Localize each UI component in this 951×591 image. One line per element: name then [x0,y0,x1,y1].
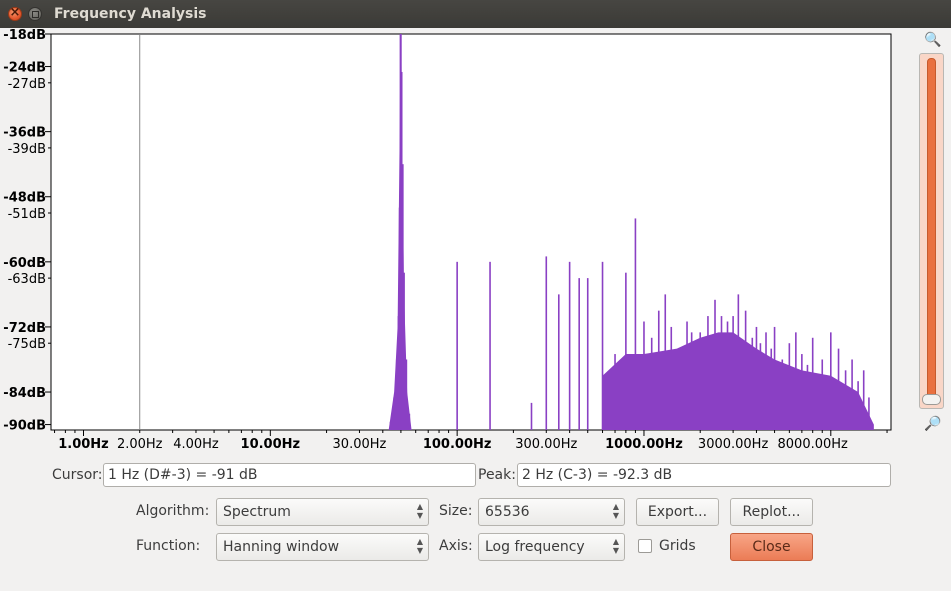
x-tick-label: 8000.00Hz [778,437,849,452]
spectrum-bar [545,256,548,430]
spin-arrows-icon: ▲ ▼ [416,502,423,520]
zoom-slider-track [927,58,936,400]
spectrum-bar [578,278,580,430]
size-value: 65536 [485,504,530,520]
spectrum-bar [530,402,533,430]
x-tick-label: 100.00Hz [423,437,492,452]
grids-label: Grids [659,538,696,554]
x-tick-label: 2.00Hz [117,437,163,452]
export-button[interactable]: Export... [636,498,719,526]
y-tick-label: -36dB [3,126,46,141]
y-tick-label: -90dB [3,419,46,434]
spin-arrows-icon: ▲ ▼ [416,537,423,555]
spin-arrows-icon: ▲ ▼ [612,502,619,520]
cursor-label: Cursor: [52,467,103,483]
spectrum-bar [634,218,637,430]
y-tick-label: -27dB [8,77,46,92]
y-tick-label: -63dB [8,272,46,287]
window-titlebar: Frequency Analysis [0,0,951,28]
window-title: Frequency Analysis [54,6,207,22]
y-tick-label: -84dB [3,386,46,401]
zoom-in-icon[interactable]: 🔍 [924,32,942,48]
spectrum-bar [862,370,865,430]
x-tick-label: 4.00Hz [173,437,219,452]
replot-button[interactable]: Replot... [730,498,813,526]
function-select[interactable]: Hanning window ▲ ▼ [216,533,429,561]
x-tick-label: 1.00Hz [58,437,109,452]
grids-checkbox[interactable] [638,539,652,553]
spectrum-bar [586,278,589,430]
y-tick-label: -51dB [8,207,46,222]
y-tick-label: -39dB [8,142,46,157]
spectrum-bar [557,294,560,430]
algorithm-label: Algorithm: [136,503,210,519]
x-tick-label: 10.00Hz [241,437,301,452]
window-maximize-button[interactable] [28,7,42,21]
y-tick-label: -72dB [3,321,46,336]
axis-value: Log frequency [485,539,585,555]
axis-select[interactable]: Log frequency ▲ ▼ [478,533,625,561]
spectrum-bar [625,272,627,430]
spectrum-peak [388,34,412,430]
zoom-out-icon[interactable]: 🔎 [924,416,942,432]
spectrum-cluster [602,332,874,430]
window-close-button[interactable] [8,5,22,21]
x-tick-label: 30.00Hz [333,437,387,452]
y-tick-label: -75dB [8,337,46,352]
function-value: Hanning window [223,539,340,555]
axis-label: Axis: [439,538,473,554]
spectrum-bar [456,261,458,430]
algorithm-select[interactable]: Spectrum ▲ ▼ [216,498,429,526]
peak-label: Peak: [478,467,516,483]
spectrum-bar [868,397,870,430]
y-tick-label: -24dB [3,61,46,76]
x-tick-label: 300.00Hz [515,437,577,452]
x-tick-label: 3000.00Hz [698,437,769,452]
size-label: Size: [439,503,473,519]
spectrum-bar [601,261,604,430]
y-tick-label: -48dB [3,191,46,206]
close-button[interactable]: Close [730,533,813,561]
spectrum-bar [489,261,491,430]
zoom-slider[interactable] [919,53,944,409]
size-select[interactable]: 65536 ▲ ▼ [478,498,625,526]
y-tick-label: -18dB [3,28,46,43]
zoom-slider-handle[interactable] [922,394,941,405]
cursor-field[interactable]: 1 Hz (D#-3) = -91 dB [103,463,476,487]
y-tick-label: -60dB [3,256,46,271]
spectrum-plot[interactable]: -18dB -24dB -36dB -48dB -60dB -72dB -84dB -90dB… [0,28,951,458]
algorithm-value: Spectrum [223,504,291,520]
spin-arrows-icon: ▲ ▼ [612,537,619,555]
peak-field[interactable]: 2 Hz (C-3) = -92.3 dB [517,463,891,487]
function-label: Function: [136,538,201,554]
spectrum-bar [568,261,571,430]
x-tick-label: 1000.00Hz [605,437,683,452]
